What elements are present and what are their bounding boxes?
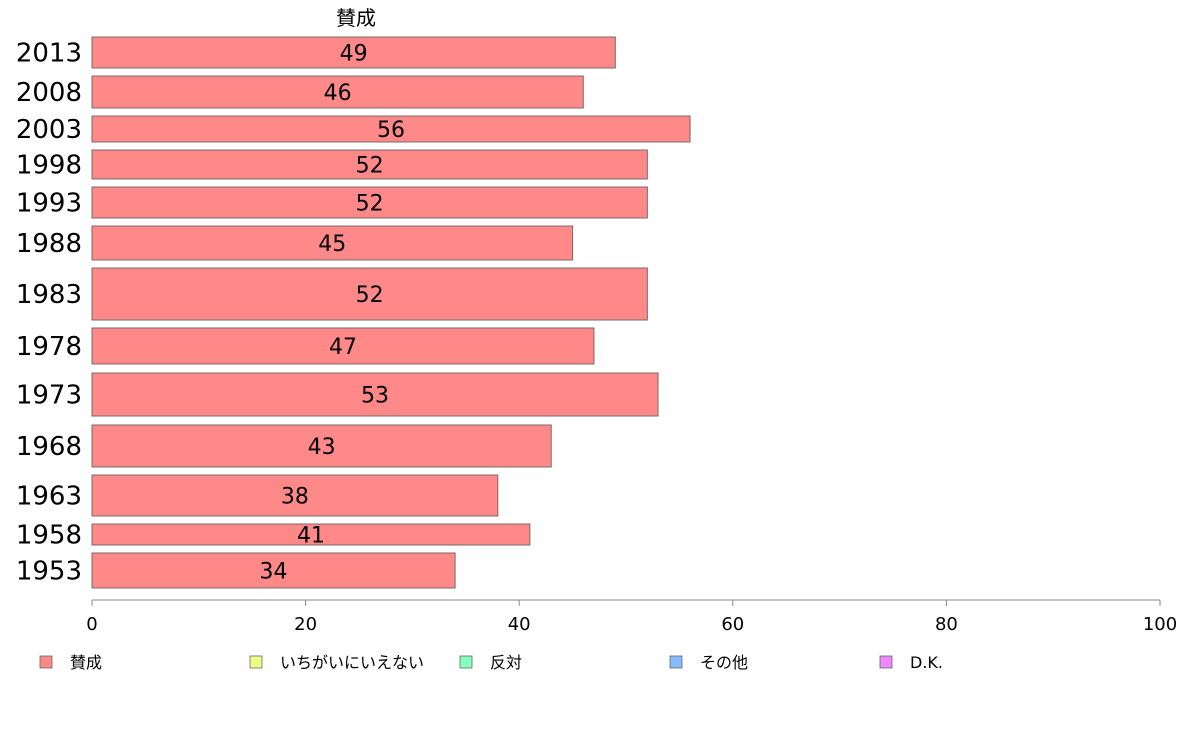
- x-tick-label-80: 80: [935, 614, 958, 635]
- category-label-1958: 1958: [16, 521, 82, 551]
- legend: 賛成 いちがいにいえない 反対 その他 D.K.: [39, 653, 943, 672]
- data-label-1983: 52: [356, 283, 384, 308]
- legend-swatch-1: [249, 655, 263, 669]
- x-tick-label-60: 60: [721, 614, 744, 635]
- bar-1978: [91, 327, 595, 365]
- bar-1973: [91, 372, 659, 417]
- legend-label-3: その他: [700, 653, 748, 672]
- column-title: 賛成: [336, 6, 376, 30]
- bars-group: [91, 36, 691, 589]
- legend-swatch-4: [879, 655, 893, 669]
- x-tick-label-20: 20: [294, 614, 317, 635]
- category-label-1953: 1953: [16, 557, 82, 587]
- bar-1983: [91, 267, 648, 321]
- bar-1968: [91, 424, 552, 468]
- bar-2013: [91, 36, 616, 69]
- bar-2008: [91, 75, 584, 109]
- data-label-1973: 53: [361, 384, 389, 409]
- category-label-1988: 1988: [16, 229, 82, 259]
- data-label-1978: 47: [329, 335, 357, 360]
- category-label-2013: 2013: [16, 39, 82, 69]
- data-label-2008: 46: [324, 81, 352, 106]
- category-label-1983: 1983: [16, 280, 82, 310]
- data-label-1988: 45: [318, 232, 346, 257]
- data-label-1963: 38: [281, 485, 309, 510]
- legend-label-0: 賛成: [70, 653, 102, 672]
- legend-label-1: いちがいにいえない: [280, 653, 424, 672]
- data-label-1953: 34: [260, 560, 288, 585]
- data-label-1998: 52: [356, 154, 384, 179]
- x-axis: 0 20 40 60 80 100: [86, 599, 1177, 635]
- data-label-2013: 49: [340, 42, 368, 67]
- data-label-1968: 43: [308, 435, 336, 460]
- category-labels: 2013 2008 2003 1998 1993 1988 1983 1978 1973 1968…: [16, 39, 82, 587]
- category-label-1978: 1978: [16, 332, 82, 362]
- data-label-1993: 52: [356, 192, 384, 217]
- bar-1963: [91, 474, 499, 517]
- bar-1953: [91, 552, 456, 589]
- data-label-2003: 56: [377, 118, 405, 143]
- category-label-1963: 1963: [16, 482, 82, 512]
- x-tick-label-40: 40: [508, 614, 531, 635]
- x-tick-label-100: 100: [1143, 614, 1177, 635]
- category-label-2003: 2003: [16, 115, 82, 145]
- bar-2003: [91, 115, 691, 143]
- category-label-1973: 1973: [16, 381, 82, 411]
- legend-swatch-0: [39, 655, 53, 669]
- data-label-1958: 41: [297, 524, 325, 549]
- legend-label-2: 反対: [490, 653, 522, 672]
- legend-label-4: D.K.: [910, 653, 943, 672]
- category-label-1998: 1998: [16, 151, 82, 181]
- legend-swatch-3: [669, 655, 683, 669]
- bar-1958: [91, 523, 531, 546]
- category-label-2008: 2008: [16, 78, 82, 108]
- legend-swatch-2: [459, 655, 473, 669]
- bar-1993: [91, 186, 648, 219]
- category-label-1993: 1993: [16, 189, 82, 219]
- x-tick-label-0: 0: [86, 614, 97, 635]
- category-label-1968: 1968: [16, 432, 82, 462]
- bar-1998: [91, 149, 648, 180]
- bar-1988: [91, 225, 574, 261]
